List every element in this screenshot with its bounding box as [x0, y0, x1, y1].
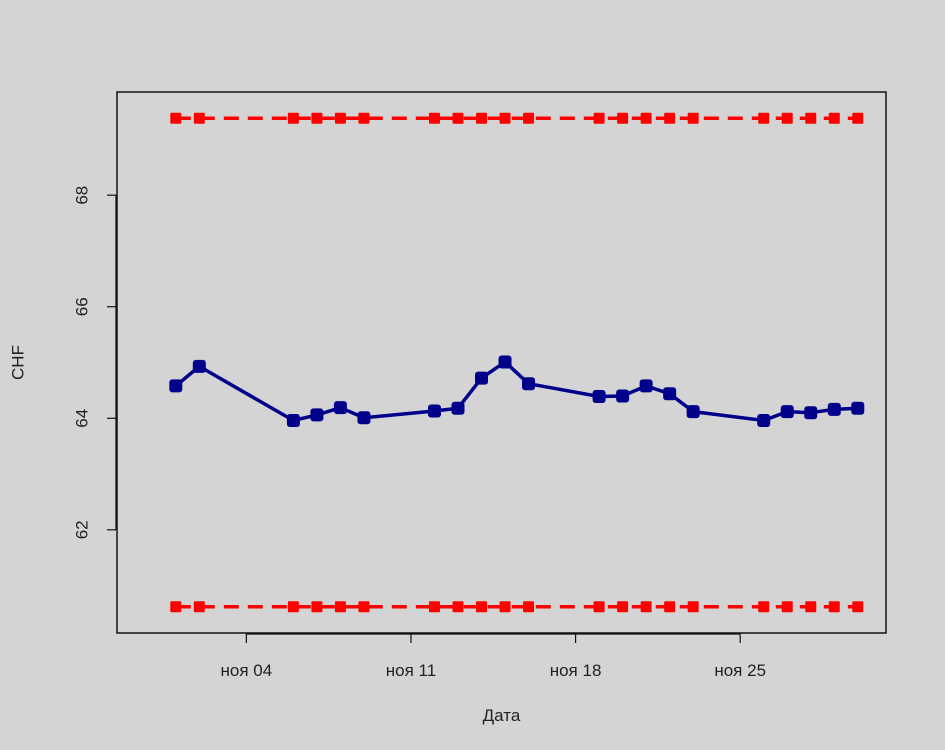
data-point: [780, 405, 794, 419]
data-point: [758, 112, 770, 124]
data-point: [663, 387, 677, 401]
data-point: [852, 601, 864, 613]
data-point: [451, 401, 465, 415]
data-point: [522, 377, 536, 391]
x-tick-label: ноя 18: [550, 661, 602, 680]
data-point: [851, 401, 865, 415]
x-tick-label: ноя 25: [714, 661, 766, 680]
series-2: [170, 601, 864, 613]
data-point: [828, 112, 840, 124]
data-point: [757, 414, 771, 428]
x-tick-label: ноя 04: [220, 661, 272, 680]
data-point: [758, 601, 770, 613]
data-point: [192, 359, 206, 373]
data-point: [475, 371, 489, 385]
y-tick-label: 62: [73, 520, 92, 539]
y-tick-label: 64: [73, 409, 92, 428]
data-point: [687, 112, 699, 124]
data-point: [170, 601, 182, 613]
x-axis-title: Дата: [483, 706, 521, 725]
data-point: [640, 601, 652, 613]
data-point: [169, 379, 183, 393]
data-point: [664, 112, 676, 124]
data-point: [287, 601, 299, 613]
data-point: [805, 601, 817, 613]
data-point: [333, 401, 347, 415]
data-point: [427, 404, 441, 418]
data-point: [828, 601, 840, 613]
data-point: [311, 601, 323, 613]
data-point: [428, 601, 440, 613]
data-point: [852, 112, 864, 124]
y-axis-title: CHF: [9, 345, 28, 380]
data-point: [357, 411, 371, 425]
data-point: [499, 601, 511, 613]
data-point: [593, 601, 605, 613]
data-point: [616, 389, 630, 403]
data-point: [193, 112, 205, 124]
data-point: [476, 601, 488, 613]
data-point: [827, 402, 841, 416]
data-point: [428, 112, 440, 124]
data-point: [193, 601, 205, 613]
data-point: [286, 414, 300, 428]
plot-frame: [116, 91, 887, 634]
data-point: [686, 405, 700, 419]
data-point: [523, 601, 535, 613]
data-point: [781, 601, 793, 613]
y-tick-label: 68: [73, 186, 92, 205]
x-tick-label: ноя 11: [386, 661, 436, 680]
data-point: [499, 112, 511, 124]
data-point: [452, 112, 464, 124]
data-point: [687, 601, 699, 613]
y-axis: 62 64 66 68: [73, 186, 117, 539]
data-point: [804, 406, 818, 420]
data-point: [593, 112, 605, 124]
data-point: [498, 355, 512, 369]
data-point: [287, 112, 299, 124]
data-point: [640, 112, 652, 124]
data-point: [358, 601, 370, 613]
data-point: [170, 112, 182, 124]
data-point: [358, 112, 370, 124]
data-point: [452, 601, 464, 613]
x-axis: ноя 04 ноя 11 ноя 18 ноя 25: [220, 633, 766, 680]
series-layer: [169, 112, 865, 613]
data-point: [592, 390, 606, 404]
data-point: [476, 112, 488, 124]
data-point: [639, 379, 653, 393]
data-point: [523, 112, 535, 124]
data-point: [617, 112, 629, 124]
series-0: [169, 355, 865, 428]
data-point: [310, 408, 324, 422]
data-point: [664, 601, 676, 613]
data-point: [617, 601, 629, 613]
series-1: [170, 112, 864, 124]
data-point: [334, 112, 346, 124]
y-tick-label: 66: [73, 297, 92, 316]
data-point: [311, 112, 323, 124]
data-point: [781, 112, 793, 124]
data-point: [334, 601, 346, 613]
data-point: [805, 112, 817, 124]
